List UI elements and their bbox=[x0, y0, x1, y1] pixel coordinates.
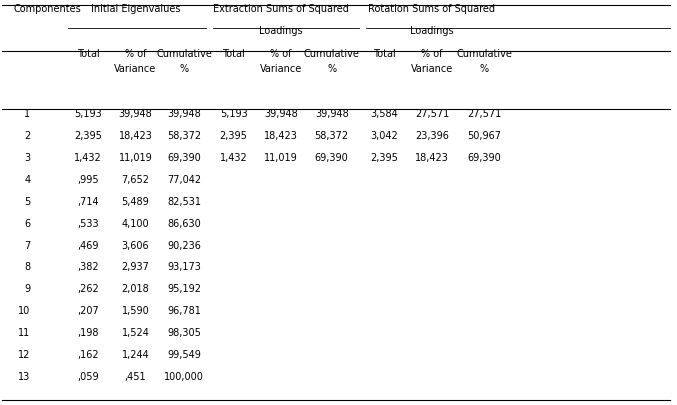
Text: 2,937: 2,937 bbox=[121, 262, 150, 273]
Text: 77,042: 77,042 bbox=[167, 175, 201, 185]
Text: 1,432: 1,432 bbox=[220, 153, 247, 163]
Text: ,162: ,162 bbox=[77, 350, 99, 360]
Text: 7: 7 bbox=[24, 241, 30, 251]
Text: Initial Eigenvalues: Initial Eigenvalues bbox=[91, 4, 180, 14]
Text: 4: 4 bbox=[24, 175, 30, 185]
Text: 1: 1 bbox=[24, 109, 30, 119]
Text: Total: Total bbox=[77, 49, 100, 59]
Text: 69,390: 69,390 bbox=[315, 153, 349, 163]
Text: 27,571: 27,571 bbox=[467, 109, 501, 119]
Text: 11,019: 11,019 bbox=[264, 153, 298, 163]
Text: 2,018: 2,018 bbox=[122, 284, 149, 294]
Text: 96,781: 96,781 bbox=[167, 306, 201, 316]
Text: Total: Total bbox=[222, 49, 245, 59]
Text: 5,193: 5,193 bbox=[74, 109, 102, 119]
Text: Loadings: Loadings bbox=[410, 26, 454, 36]
Text: 23,396: 23,396 bbox=[415, 131, 449, 141]
Text: Extraction Sums of Squared: Extraction Sums of Squared bbox=[213, 4, 349, 14]
Text: 2: 2 bbox=[24, 131, 30, 141]
Text: 95,192: 95,192 bbox=[167, 284, 201, 294]
Text: ,198: ,198 bbox=[77, 328, 99, 338]
Text: 58,372: 58,372 bbox=[167, 131, 201, 141]
Text: ,059: ,059 bbox=[77, 372, 99, 382]
Text: Variance: Variance bbox=[260, 64, 302, 74]
Text: 69,390: 69,390 bbox=[467, 153, 501, 163]
Text: Cumulative: Cumulative bbox=[304, 49, 359, 59]
Text: ,262: ,262 bbox=[77, 284, 99, 294]
Text: 86,630: 86,630 bbox=[167, 219, 201, 229]
Text: 3: 3 bbox=[24, 153, 30, 163]
Text: 11: 11 bbox=[18, 328, 30, 338]
Text: 11,019: 11,019 bbox=[118, 153, 152, 163]
Text: Componentes: Componentes bbox=[14, 4, 81, 14]
Text: 39,948: 39,948 bbox=[167, 109, 201, 119]
Text: ,714: ,714 bbox=[77, 197, 99, 207]
Text: Cumulative: Cumulative bbox=[456, 49, 512, 59]
Text: 6: 6 bbox=[24, 219, 30, 229]
Text: 13: 13 bbox=[18, 372, 30, 382]
Text: % of: % of bbox=[125, 49, 146, 59]
Text: Variance: Variance bbox=[411, 64, 453, 74]
Text: 5: 5 bbox=[24, 197, 30, 207]
Text: 3,606: 3,606 bbox=[122, 241, 149, 251]
Text: 2,395: 2,395 bbox=[370, 153, 399, 163]
Text: %: % bbox=[479, 64, 489, 74]
Text: 1,590: 1,590 bbox=[122, 306, 149, 316]
Text: 3,042: 3,042 bbox=[371, 131, 398, 141]
Text: ,451: ,451 bbox=[125, 372, 146, 382]
Text: 3,584: 3,584 bbox=[371, 109, 398, 119]
Text: 4,100: 4,100 bbox=[122, 219, 149, 229]
Text: Variance: Variance bbox=[114, 64, 156, 74]
Text: ,995: ,995 bbox=[77, 175, 99, 185]
Text: 1,524: 1,524 bbox=[121, 328, 150, 338]
Text: 99,549: 99,549 bbox=[167, 350, 201, 360]
Text: 5,193: 5,193 bbox=[220, 109, 247, 119]
Text: 98,305: 98,305 bbox=[167, 328, 201, 338]
Text: 58,372: 58,372 bbox=[315, 131, 349, 141]
Text: 50,967: 50,967 bbox=[467, 131, 501, 141]
Text: 1,432: 1,432 bbox=[74, 153, 102, 163]
Text: 18,423: 18,423 bbox=[264, 131, 298, 141]
Text: Cumulative: Cumulative bbox=[156, 49, 212, 59]
Text: 18,423: 18,423 bbox=[118, 131, 152, 141]
Text: %: % bbox=[327, 64, 336, 74]
Text: 12: 12 bbox=[18, 350, 30, 360]
Text: 7,652: 7,652 bbox=[121, 175, 150, 185]
Text: 39,948: 39,948 bbox=[264, 109, 298, 119]
Text: ,533: ,533 bbox=[77, 219, 99, 229]
Text: Rotation Sums of Squared: Rotation Sums of Squared bbox=[368, 4, 496, 14]
Text: 90,236: 90,236 bbox=[167, 241, 201, 251]
Text: % of: % of bbox=[421, 49, 443, 59]
Text: 9: 9 bbox=[24, 284, 30, 294]
Text: Total: Total bbox=[373, 49, 396, 59]
Text: ,382: ,382 bbox=[77, 262, 99, 273]
Text: 27,571: 27,571 bbox=[415, 109, 449, 119]
Text: 8: 8 bbox=[24, 262, 30, 273]
Text: % of: % of bbox=[270, 49, 292, 59]
Text: 10: 10 bbox=[18, 306, 30, 316]
Text: %: % bbox=[179, 64, 189, 74]
Text: 1,244: 1,244 bbox=[122, 350, 149, 360]
Text: ,207: ,207 bbox=[77, 306, 99, 316]
Text: 93,173: 93,173 bbox=[167, 262, 201, 273]
Text: Loadings: Loadings bbox=[259, 26, 303, 36]
Text: 100,000: 100,000 bbox=[165, 372, 204, 382]
Text: 2,395: 2,395 bbox=[219, 131, 248, 141]
Text: 39,948: 39,948 bbox=[118, 109, 152, 119]
Text: 82,531: 82,531 bbox=[167, 197, 201, 207]
Text: 18,423: 18,423 bbox=[415, 153, 449, 163]
Text: 2,395: 2,395 bbox=[74, 131, 102, 141]
Text: 39,948: 39,948 bbox=[315, 109, 349, 119]
Text: ,469: ,469 bbox=[77, 241, 99, 251]
Text: 5,489: 5,489 bbox=[122, 197, 149, 207]
Text: 69,390: 69,390 bbox=[167, 153, 201, 163]
